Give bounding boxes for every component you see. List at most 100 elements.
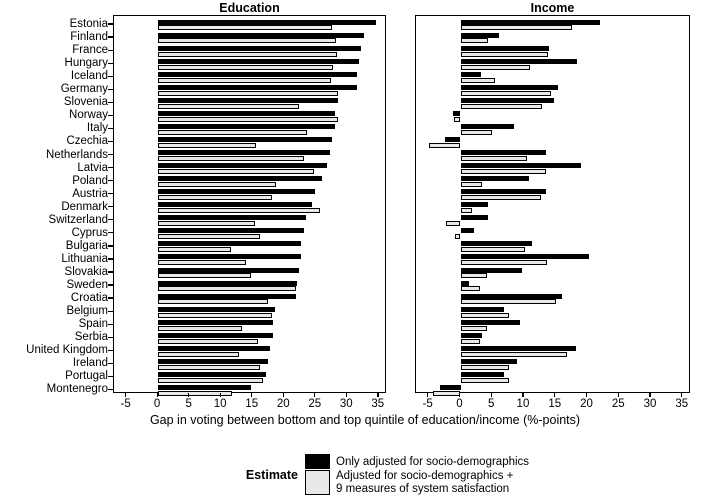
bar [460, 332, 482, 338]
x-tick-mark [554, 393, 556, 397]
y-axis-label: Ireland [72, 357, 108, 370]
y-tick-mark [108, 36, 113, 38]
bar [445, 221, 461, 227]
legend-label-adjusted-sociodem: Only adjusted for socio-demographics [336, 456, 530, 468]
y-tick-mark [108, 75, 113, 77]
bar [460, 38, 488, 44]
x-tick-label: 25 [611, 398, 625, 410]
y-tick-mark [108, 180, 113, 182]
bar [158, 280, 297, 286]
bar [460, 293, 563, 299]
y-tick-mark [108, 23, 113, 25]
bar [158, 319, 274, 325]
x-tick-label: 5 [488, 398, 495, 410]
y-tick-mark [108, 219, 113, 221]
y-axis-label: Norway [69, 109, 108, 122]
bar [158, 150, 331, 155]
bar [158, 371, 267, 377]
bar [158, 221, 255, 227]
y-tick-mark [108, 284, 113, 286]
bar [460, 51, 548, 57]
x-tick-mark [188, 393, 190, 397]
bar [460, 84, 558, 90]
x-tick-label: 20 [580, 398, 593, 410]
bar [460, 280, 470, 286]
bar [460, 195, 541, 201]
y-axis-label: Estonia [69, 18, 108, 30]
x-tick-mark [219, 393, 221, 397]
y-axis-label: Switzerland [48, 213, 108, 226]
bar [158, 51, 338, 57]
y-tick-mark [108, 388, 113, 391]
x-tick-mark [617, 393, 619, 397]
x-tick-label: 10 [213, 398, 227, 410]
y-axis-label: Slovenia [63, 96, 108, 109]
bar [460, 286, 480, 292]
y-axis-label: Sweden [66, 279, 108, 291]
y-tick-mark [108, 49, 113, 51]
bar [158, 312, 272, 318]
y-tick-mark [108, 166, 113, 169]
bar [439, 384, 461, 390]
y-tick-mark [108, 323, 113, 325]
bar [158, 129, 308, 135]
bar [158, 273, 252, 279]
y-tick-mark [108, 127, 113, 130]
y-axis-label: Netherlands [45, 148, 108, 161]
x-tick-label: 5 [185, 398, 192, 410]
bar [158, 45, 362, 51]
bar [158, 169, 315, 174]
bar [460, 306, 504, 312]
y-tick-mark [108, 232, 113, 234]
y-axis-label: Italy [86, 122, 108, 135]
x-tick-label: 10 [516, 398, 530, 410]
bar [460, 169, 547, 174]
x-tick-mark [585, 393, 588, 397]
bar [158, 247, 232, 253]
bar [158, 332, 273, 338]
bar [460, 325, 488, 331]
x-tick-mark [314, 393, 316, 397]
bar [158, 306, 276, 312]
bar [460, 273, 487, 279]
bar [460, 351, 567, 357]
bar [158, 358, 268, 364]
x-tick-mark [681, 393, 683, 397]
bar [460, 176, 530, 182]
bar [158, 390, 233, 396]
bar [158, 64, 333, 70]
y-axis-label: Austria [72, 187, 108, 200]
y-tick-mark [108, 101, 113, 103]
x-tick-mark [649, 393, 651, 397]
x-tick-mark [156, 393, 158, 397]
bar [158, 142, 257, 148]
bar [158, 215, 307, 221]
bar [460, 299, 556, 305]
x-tick-mark [458, 393, 461, 397]
y-axis-label: Finland [70, 31, 108, 44]
bar [158, 25, 333, 31]
y-tick-mark [108, 336, 113, 338]
bar [460, 377, 510, 383]
legend-key-gray [305, 470, 330, 495]
bar [158, 38, 337, 44]
y-tick-mark [108, 88, 113, 90]
bar [158, 163, 328, 169]
y-axis-label: United Kingdom [26, 344, 108, 357]
bar [158, 189, 316, 195]
y-tick-mark [108, 258, 113, 260]
x-tick-label: 0 [456, 398, 463, 410]
bar [158, 90, 339, 96]
bar [460, 150, 546, 155]
y-tick-mark [108, 206, 113, 208]
x-tick-mark [377, 393, 379, 397]
y-tick-mark [108, 114, 113, 117]
bar [158, 286, 297, 292]
x-tick-label: -5 [120, 398, 131, 410]
bar [158, 182, 276, 187]
x-tick-mark [490, 393, 492, 397]
bar [460, 71, 481, 77]
bar [460, 129, 493, 135]
y-axis-label: Montenegro [46, 383, 108, 396]
